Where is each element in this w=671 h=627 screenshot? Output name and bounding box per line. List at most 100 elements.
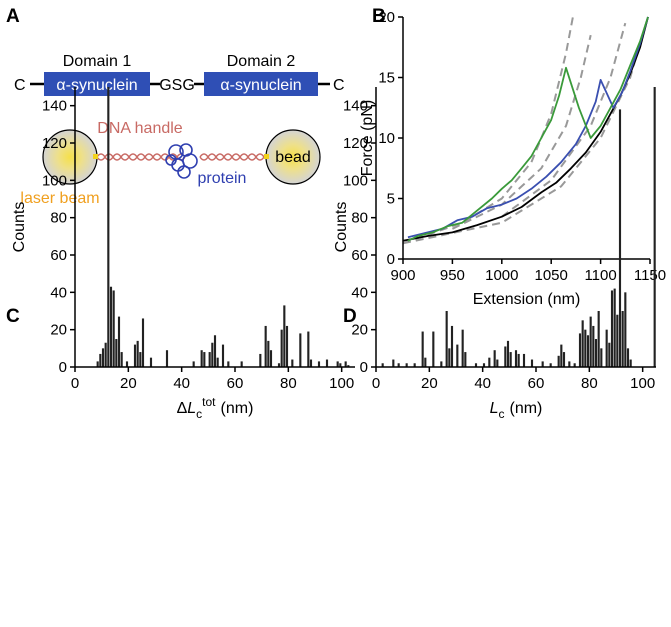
panel-label: D [343,306,357,327]
bar [139,352,142,367]
bar [317,361,321,367]
bar [200,350,203,367]
bar [584,329,587,367]
bar [448,348,451,367]
x-tick-label: 1050 [535,267,568,284]
y-tick-label: 60 [50,247,67,264]
label-part: tot [202,395,216,409]
trace [407,16,649,239]
label-part: Δ [177,400,188,417]
bar [504,346,507,367]
bar [397,363,400,367]
y-tick-label: 0 [360,359,368,376]
bar [115,339,118,367]
bar [149,357,153,367]
bar [568,361,571,367]
y-tick-label: 100 [343,172,368,189]
bar [530,359,534,367]
bar [618,109,622,368]
x-tick-label: 100 [630,375,655,392]
bar [299,333,302,367]
bar [109,286,113,367]
bar [405,363,408,367]
bar [203,352,206,367]
bar [336,361,339,367]
x-tick-label: 60 [528,375,545,392]
bar [141,318,145,367]
bar [560,344,563,367]
x-tick-label: 40 [474,375,491,392]
x-axis-label: Extension (nm) [473,291,581,308]
label-part: c [499,407,505,421]
x-tick-label: 40 [173,375,190,392]
bar [285,325,289,367]
y-tick-label: 40 [50,284,67,301]
bar [136,340,139,367]
bar [117,316,121,367]
dna-handle [96,153,265,161]
bar [488,357,491,367]
y-tick-label: 15 [378,70,395,87]
y-tick-label: 100 [42,172,67,189]
label-part: c [196,407,202,421]
domain-name: α-synuclein [220,77,301,94]
bar [264,325,267,367]
bar [307,331,310,367]
bar [347,365,350,367]
panel-label: B [372,6,386,27]
bar [424,357,427,367]
bar [192,361,195,367]
bar [211,342,214,367]
y-tick-label: 80 [351,210,368,227]
bar [101,348,105,367]
x-tick-label: 950 [440,267,465,284]
bar [269,350,273,367]
bar [120,352,123,367]
terminus: C [333,77,345,94]
x-tick-label: 60 [227,375,244,392]
bar [509,352,512,367]
bar [456,344,459,367]
x-tick-label: 80 [581,375,598,392]
bar [309,359,313,367]
bar [133,344,137,367]
domain-label: Domain 2 [227,53,296,70]
x-tick-label: 0 [71,375,79,392]
bar [482,363,486,367]
trace [402,16,649,242]
bar [259,353,262,367]
attachment [93,154,98,159]
bar [514,350,518,367]
bar [325,359,329,367]
bar [165,350,169,367]
bar [496,359,499,367]
bar [608,342,611,367]
bar [461,329,464,367]
bar [440,361,443,367]
bar [413,363,416,367]
bar [493,350,496,367]
bar [280,329,283,367]
x-axis-label: ΔLctot (nm) [177,395,254,421]
y-tick-label: 0 [387,251,395,268]
x-tick-label: 1000 [485,267,518,284]
bar [107,87,110,367]
bar [600,348,603,367]
y-tick-label: 120 [343,135,368,152]
bar [99,353,102,367]
bar [626,348,630,367]
x-tick-label: 1100 [584,267,616,284]
bar [578,333,582,367]
panel-label: C [6,306,20,327]
bar [624,292,627,367]
bar [592,325,595,367]
label-part: L [187,400,196,417]
y-tick-label: 80 [50,210,67,227]
bar [445,311,448,367]
x-tick-label: 100 [329,375,354,392]
bar [392,359,395,367]
bar [213,335,217,367]
bar [344,361,347,367]
domain-box [44,72,150,96]
x-tick-label: 1150 [634,267,666,284]
